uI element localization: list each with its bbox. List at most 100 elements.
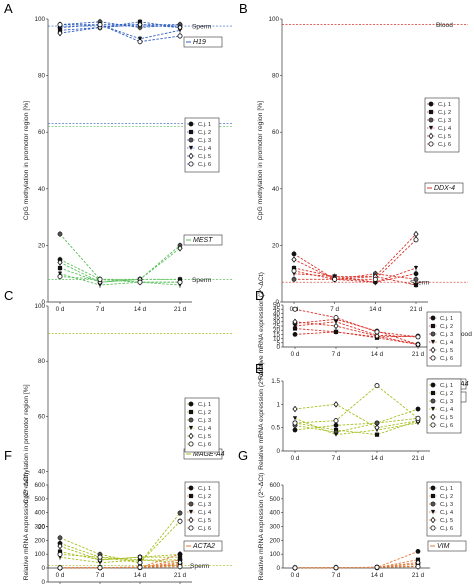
- data-point: [57, 274, 63, 280]
- gene-label-box: [183, 540, 223, 552]
- x-tick-label: 14 d: [371, 351, 384, 358]
- y-tick-label: 20: [38, 242, 46, 249]
- legend-marker: [430, 525, 436, 531]
- series-line: [294, 408, 419, 431]
- data-point: [57, 565, 63, 571]
- gene-label: ACTA2: [192, 543, 215, 550]
- data-point: [57, 259, 63, 266]
- legend-marker: [430, 323, 436, 329]
- y-tick-label: 0: [41, 299, 45, 306]
- y-tick-label: 60: [272, 129, 280, 136]
- reference-label: Sperm: [192, 277, 212, 284]
- y-tick-label: 80: [272, 73, 280, 80]
- series-line: [294, 328, 419, 345]
- legend-marker: [188, 525, 194, 531]
- legend-label: C.j. 4: [440, 510, 453, 516]
- legend-marker: [188, 121, 194, 127]
- data-point: [374, 432, 380, 437]
- data-point: [292, 565, 298, 571]
- data-point: [292, 420, 298, 426]
- data-point: [374, 564, 380, 570]
- data-point: [291, 268, 297, 274]
- series-line: [59, 24, 181, 40]
- data-point: [57, 265, 63, 271]
- y-tick-label: 50: [273, 302, 281, 309]
- y-tick-label: 100: [269, 551, 280, 558]
- legend-marker: [430, 413, 436, 421]
- reference-label: Sperm: [192, 24, 212, 31]
- y-tick-label: 40: [38, 469, 46, 476]
- series-line: [294, 308, 419, 338]
- legend-marker: [430, 315, 436, 321]
- data-point: [413, 276, 419, 282]
- x-tick-label: 14 d: [371, 455, 384, 462]
- x-tick-label: 14 d: [371, 572, 384, 579]
- x-tick-label: 7 d: [332, 455, 341, 462]
- legend-marker: [188, 161, 194, 167]
- series-line: [60, 24, 181, 43]
- y-tick-label: 40: [38, 186, 46, 193]
- data-point: [333, 319, 339, 324]
- legend-marker: [430, 390, 436, 396]
- series-line: [59, 566, 181, 569]
- series-line: [294, 417, 419, 436]
- data-point: [374, 332, 380, 340]
- data-point: [97, 565, 103, 571]
- legend-label: C.j. 1: [438, 102, 451, 108]
- data-point: [57, 542, 63, 550]
- y-tick-label: 60: [38, 129, 46, 136]
- y-tick-label: 0: [276, 565, 280, 572]
- legend-label: C.j. 3: [440, 332, 453, 338]
- y-tick-label: 80: [38, 358, 46, 365]
- data-point: [332, 276, 338, 282]
- data-point: [413, 282, 419, 288]
- data-point: [137, 39, 143, 45]
- legend-label: C.j. 2: [440, 391, 453, 397]
- panel-label: G: [238, 448, 248, 463]
- data-point: [413, 237, 419, 243]
- data-point: [333, 329, 339, 334]
- chart-panel-e: E 0 0.5 1 1.5 0 d 7 d 14 d 21 d Relative mRNA exp…: [255, 361, 469, 470]
- y-tick-label: 100: [268, 16, 279, 23]
- data-point: [372, 276, 378, 282]
- series-line: [293, 253, 417, 283]
- legend-label: C.j. 6: [198, 526, 211, 532]
- series-line: [59, 276, 180, 283]
- legend-label: C.j. 5: [198, 154, 211, 160]
- y-tick-label: 1.5: [271, 378, 280, 385]
- x-tick-label: 7 d: [332, 351, 341, 358]
- legend-label: C.j. 2: [438, 110, 451, 116]
- y-tick-label: 0: [276, 448, 280, 455]
- y-tick-label: 15: [273, 331, 281, 338]
- data-point: [177, 518, 183, 524]
- series-line: [59, 247, 181, 283]
- data-point: [413, 230, 419, 238]
- y-tick-label: 60: [38, 413, 46, 420]
- data-point: [415, 341, 421, 348]
- x-tick-label: 21 d: [174, 572, 187, 579]
- series-line: [294, 318, 419, 345]
- series-line: [293, 233, 417, 280]
- legend-label: C.j. 2: [440, 494, 453, 500]
- data-point: [292, 331, 298, 337]
- legend-marker: [430, 485, 436, 491]
- legend-label: C.j. 5: [438, 134, 451, 140]
- legend-marker: [428, 101, 434, 107]
- reference-label: Sperm: [410, 280, 430, 287]
- legend-label: C.j. 1: [198, 486, 211, 492]
- legend-label: C.j. 5: [198, 518, 211, 524]
- legend-label: C.j. 2: [198, 130, 211, 136]
- series-line: [59, 512, 181, 564]
- y-tick-label: 20: [272, 242, 280, 249]
- data-point: [415, 334, 421, 340]
- x-tick-label: 0 d: [291, 351, 300, 358]
- legend-marker: [430, 346, 436, 354]
- y-tick-label: 45: [273, 306, 281, 313]
- legend-label: C.j. 2: [198, 494, 211, 500]
- data-point: [177, 564, 183, 570]
- series-line: [294, 566, 419, 569]
- data-point: [374, 424, 380, 431]
- gene-label: MAGE-A4: [193, 451, 225, 458]
- y-axis-label: CpG methylation in promotor region [%]: [23, 384, 30, 503]
